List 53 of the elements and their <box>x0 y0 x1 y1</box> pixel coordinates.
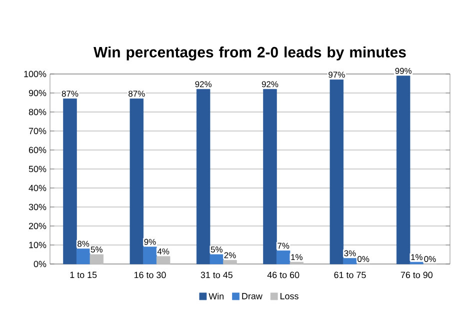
bar <box>276 250 290 264</box>
data-label: 3% <box>344 250 356 256</box>
data-label: 5% <box>210 246 222 252</box>
chart-title: Win percentages from 2-0 leads by minutes <box>94 46 406 61</box>
data-label: 8% <box>78 240 90 247</box>
data-label: 0% <box>358 256 370 262</box>
y-tick-label: 0% <box>34 260 46 268</box>
data-label: 1% <box>291 254 302 260</box>
y-tick-label: 50% <box>28 166 46 172</box>
data-label: 92% <box>262 81 278 88</box>
y-tick-label: 90% <box>28 90 46 96</box>
data-label: 0% <box>424 256 436 262</box>
bar <box>330 79 344 264</box>
bar <box>343 258 357 264</box>
data-label: 5% <box>90 246 102 252</box>
x-tick-label: 76 to 90 <box>400 272 433 278</box>
y-tick-label: 40% <box>28 184 46 192</box>
y-tick-label: 30% <box>28 204 46 210</box>
x-tick-label: 46 to 60 <box>267 272 300 278</box>
bar <box>223 260 237 264</box>
data-label: 2% <box>224 252 236 258</box>
data-label: 99% <box>395 68 412 74</box>
bar <box>210 254 224 264</box>
legend-label: Loss <box>280 293 298 300</box>
legend-label: Win <box>208 292 224 300</box>
data-label: 87% <box>128 90 145 97</box>
bar <box>143 246 157 264</box>
bar <box>90 254 104 264</box>
x-tick-label: 16 to 30 <box>134 272 166 278</box>
bar <box>263 88 277 264</box>
bar <box>396 76 410 264</box>
data-label: 4% <box>157 248 170 254</box>
bar <box>196 88 210 264</box>
y-tick-label: 80% <box>28 108 46 116</box>
bar <box>130 98 144 264</box>
x-tick-label: 31 to 45 <box>200 272 232 278</box>
data-label: 87% <box>62 90 78 97</box>
data-label: 9% <box>144 238 156 245</box>
data-label: 92% <box>195 81 212 88</box>
bar <box>156 256 170 264</box>
bar <box>63 98 77 264</box>
x-tick-label: 1 to 15 <box>70 272 97 278</box>
y-tick-label: 60% <box>28 146 46 154</box>
y-tick-label: 70% <box>28 128 46 134</box>
data-label: 1% <box>411 254 422 260</box>
y-tick-label: 10% <box>29 242 46 248</box>
legend-label: Draw <box>242 293 262 300</box>
x-tick-label: 61 to 75 <box>334 272 366 278</box>
data-label: 97% <box>328 72 345 78</box>
bar <box>76 248 90 264</box>
y-tick-label: 100% <box>24 70 46 78</box>
y-tick-label: 20% <box>28 222 46 230</box>
data-label: 7% <box>278 242 290 249</box>
